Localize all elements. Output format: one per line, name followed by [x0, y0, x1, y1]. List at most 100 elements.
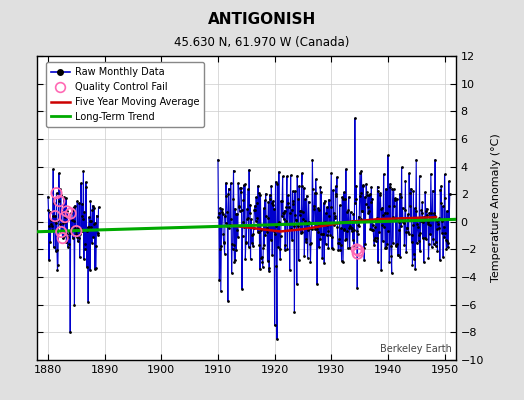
Point	[325, 213, 334, 219]
Point	[425, 231, 434, 237]
Point	[412, 240, 421, 246]
Point	[317, 189, 325, 196]
Point	[362, 200, 370, 207]
Point	[68, 223, 76, 230]
Point	[332, 191, 341, 197]
Point	[419, 235, 427, 242]
Point	[64, 234, 72, 240]
Point	[390, 202, 398, 209]
Point	[337, 258, 346, 264]
Point	[369, 227, 377, 234]
Point	[79, 168, 88, 175]
Point	[47, 220, 56, 227]
Point	[427, 171, 435, 177]
Point	[228, 241, 236, 247]
Point	[399, 218, 407, 225]
Point	[410, 256, 419, 262]
Point	[417, 207, 425, 214]
Point	[370, 242, 378, 248]
Point	[321, 197, 329, 204]
Point	[284, 200, 292, 206]
Point	[372, 216, 380, 223]
Point	[388, 214, 397, 220]
Point	[223, 208, 231, 215]
Point	[216, 246, 224, 252]
Point	[359, 182, 367, 189]
Point	[303, 254, 312, 261]
Point	[55, 198, 63, 204]
Text: ANTIGONISH: ANTIGONISH	[208, 12, 316, 27]
Point	[224, 298, 232, 304]
Point	[392, 243, 400, 249]
Point	[263, 224, 271, 231]
Point	[426, 221, 434, 228]
Point	[256, 191, 265, 198]
Point	[422, 236, 430, 242]
Point	[63, 230, 72, 237]
Point	[318, 220, 326, 226]
Point	[242, 239, 250, 246]
Point	[359, 182, 367, 188]
Point	[242, 240, 250, 246]
Point	[347, 224, 355, 231]
Point	[389, 240, 397, 246]
Point	[353, 228, 361, 234]
Point	[92, 243, 101, 250]
Point	[45, 223, 53, 229]
Point	[281, 242, 290, 248]
Point	[94, 204, 103, 210]
Point	[396, 254, 405, 260]
Point	[398, 205, 407, 211]
Point	[246, 256, 255, 262]
Point	[260, 242, 268, 249]
Point	[411, 266, 420, 272]
Point	[283, 246, 291, 252]
Point	[394, 252, 402, 258]
Point	[444, 178, 453, 184]
Point	[259, 205, 268, 211]
Point	[249, 224, 258, 231]
Point	[80, 256, 88, 262]
Point	[292, 216, 300, 223]
Point	[396, 191, 404, 197]
Point	[56, 186, 64, 192]
Point	[279, 210, 287, 217]
Point	[320, 260, 329, 266]
Point	[363, 189, 371, 195]
Point	[262, 213, 270, 220]
Point	[391, 197, 399, 203]
Point	[434, 216, 442, 223]
Point	[280, 210, 288, 216]
Point	[88, 224, 96, 230]
Point	[419, 218, 428, 225]
Point	[214, 156, 222, 163]
Point	[222, 192, 231, 199]
Point	[261, 191, 270, 197]
Point	[385, 259, 394, 265]
Point	[425, 210, 434, 216]
Point	[282, 173, 291, 180]
Point	[259, 264, 267, 270]
Point	[46, 209, 54, 216]
Point	[311, 190, 319, 196]
Point	[423, 211, 431, 218]
Point	[55, 198, 63, 204]
Point	[319, 231, 328, 237]
Point	[297, 183, 305, 190]
Point	[93, 226, 101, 232]
Point	[407, 239, 416, 246]
Point	[387, 243, 395, 250]
Point	[430, 213, 439, 219]
Point	[295, 183, 303, 189]
Point	[61, 230, 70, 237]
Point	[245, 243, 253, 250]
Point	[67, 210, 75, 217]
Point	[420, 259, 428, 266]
Point	[354, 214, 363, 220]
Point	[233, 211, 242, 217]
Point	[345, 244, 354, 251]
Point	[90, 221, 98, 227]
Point	[289, 201, 298, 207]
Point	[77, 226, 85, 232]
Point	[382, 186, 390, 192]
